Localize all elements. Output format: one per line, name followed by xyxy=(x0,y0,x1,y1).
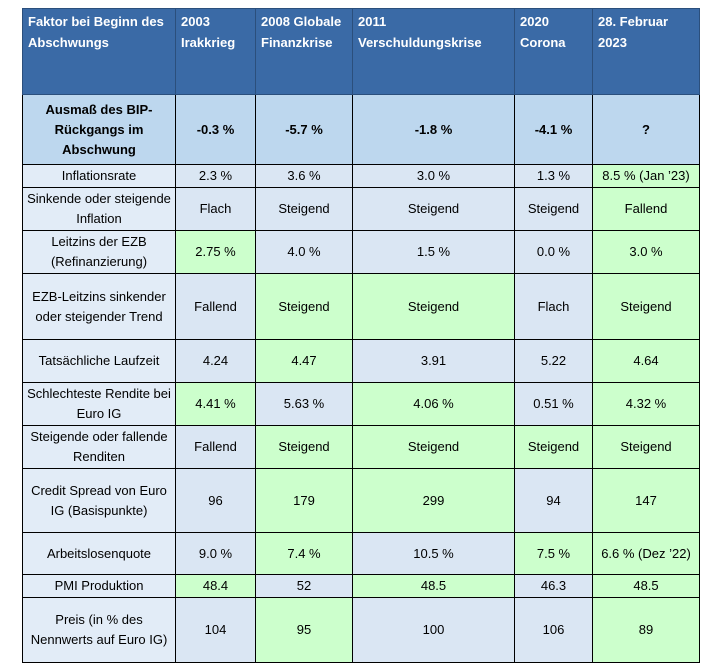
table-cell: Steigend xyxy=(352,187,515,231)
table-cell: 100 xyxy=(352,597,515,663)
bip-value: -5.7 % xyxy=(255,94,353,165)
table-cell: 3.6 % xyxy=(255,164,353,188)
header-period: 28. Februar 2023 xyxy=(592,8,700,95)
table-cell: 52 xyxy=(255,574,353,598)
header-period: 2003 Irakkrieg xyxy=(175,8,256,95)
header-period: 2020 Corona xyxy=(514,8,593,95)
table-cell: Fallend xyxy=(175,273,256,340)
table-row: Inflationsrate 2.3 % 3.6 % 3.0 % 1.3 % 8.5 % … xyxy=(22,164,700,188)
row-label: Sinkende oder steigende Inflation xyxy=(22,187,176,231)
row-label: EZB-Leitzins sinkender oder steigender T… xyxy=(22,273,176,340)
table-cell: Steigend xyxy=(255,187,353,231)
table-cell: Steigend xyxy=(352,273,515,340)
table-cell: 3.0 % xyxy=(592,230,700,274)
table-row: Schlechteste Rendite bei Euro IG 4.41 % 5.… xyxy=(22,382,700,426)
row-label: Arbeitslosenquote xyxy=(22,532,176,575)
table-cell: 48.5 xyxy=(352,574,515,598)
table-cell: Flach xyxy=(514,273,593,340)
table-cell: 96 xyxy=(175,468,256,533)
row-label: Credit Spread von Euro IG (Basispunkte) xyxy=(22,468,176,533)
table-cell: 104 xyxy=(175,597,256,663)
table-row: Steigende oder fallende Renditen Fallend S… xyxy=(22,425,700,469)
bip-label: Ausmaß des BIP-Rückgangs im Abschwung xyxy=(22,94,176,165)
table-cell: 5.22 xyxy=(514,339,593,383)
header-period: 2011 Verschuldungskrise xyxy=(352,8,515,95)
table-cell: Steigend xyxy=(352,425,515,469)
table-cell: 10.5 % xyxy=(352,532,515,575)
table-cell: 9.0 % xyxy=(175,532,256,575)
table-cell: 4.06 % xyxy=(352,382,515,426)
bip-value: ? xyxy=(592,94,700,165)
table-cell: 2.3 % xyxy=(175,164,256,188)
row-label: PMI Produktion xyxy=(22,574,176,598)
table-cell: 2.75 % xyxy=(175,230,256,274)
bip-value: -1.8 % xyxy=(352,94,515,165)
table-cell: Steigend xyxy=(514,425,593,469)
header-factor: Faktor bei Beginn des Abschwungs xyxy=(22,8,176,95)
row-label: Inflationsrate xyxy=(22,164,176,188)
row-label: Leitzins der EZB (Refinanzierung) xyxy=(22,230,176,274)
table-row: Tatsächliche Laufzeit 4.24 4.47 3.91 5.22 4.6… xyxy=(22,339,700,383)
row-label: Tatsächliche Laufzeit xyxy=(22,339,176,383)
table-cell: 0.51 % xyxy=(514,382,593,426)
table-cell: 95 xyxy=(255,597,353,663)
header-row: Faktor bei Beginn des Abschwungs 2003 Ir… xyxy=(22,8,700,95)
table-cell: 8.5 % (Jan ’23) xyxy=(592,164,700,188)
table-cell: 5.63 % xyxy=(255,382,353,426)
table-cell: 1.3 % xyxy=(514,164,593,188)
table-cell: 4.32 % xyxy=(592,382,700,426)
table-row: Arbeitslosenquote 9.0 % 7.4 % 10.5 % 7.5 % 6.… xyxy=(22,532,700,575)
table-cell: 4.47 xyxy=(255,339,353,383)
table-cell: Fallend xyxy=(175,425,256,469)
table-row: Leitzins der EZB (Refinanzierung) 2.75 % 4… xyxy=(22,230,700,274)
table-row: Preis (in % des Nennwerts auf Euro IG) 10… xyxy=(22,597,700,663)
table-cell: 0.0 % xyxy=(514,230,593,274)
table-cell: 4.24 xyxy=(175,339,256,383)
table-cell: 3.91 xyxy=(352,339,515,383)
table-cell: 46.3 xyxy=(514,574,593,598)
table-cell: 299 xyxy=(352,468,515,533)
table-cell: 94 xyxy=(514,468,593,533)
header-period: 2008 Globale Finanzkrise xyxy=(255,8,353,95)
table-cell: Steigend xyxy=(514,187,593,231)
table-cell: 7.4 % xyxy=(255,532,353,575)
table-cell: Steigend xyxy=(255,425,353,469)
table-cell: 106 xyxy=(514,597,593,663)
table-row: Sinkende oder steigende Inflation Flach St… xyxy=(22,187,700,231)
table-cell: 6.6 % (Dez ’22) xyxy=(592,532,700,575)
bip-value: -4.1 % xyxy=(514,94,593,165)
table-cell: 1.5 % xyxy=(352,230,515,274)
table-cell: 48.4 xyxy=(175,574,256,598)
bip-value: -0.3 % xyxy=(175,94,256,165)
table-cell: 179 xyxy=(255,468,353,533)
table-cell: Flach xyxy=(175,187,256,231)
table-cell: Fallend xyxy=(592,187,700,231)
table-row: PMI Produktion 48.4 52 48.5 46.3 48.5 xyxy=(22,574,700,598)
table-cell: 4.64 xyxy=(592,339,700,383)
table-cell: Steigend xyxy=(255,273,353,340)
table-cell: 89 xyxy=(592,597,700,663)
row-label: Steigende oder fallende Renditen xyxy=(22,425,176,469)
table-cell: Steigend xyxy=(592,273,700,340)
data-rows: Inflationsrate 2.3 % 3.6 % 3.0 % 1.3 % 8.5 % … xyxy=(22,164,700,663)
table-cell: 4.41 % xyxy=(175,382,256,426)
table-cell: 7.5 % xyxy=(514,532,593,575)
table-cell: 4.0 % xyxy=(255,230,353,274)
bip-row: Ausmaß des BIP-Rückgangs im Abschwung -0… xyxy=(22,94,700,165)
table-row: EZB-Leitzins sinkender oder steigender T… xyxy=(22,273,700,340)
row-label: Schlechteste Rendite bei Euro IG xyxy=(22,382,176,426)
table-cell: 48.5 xyxy=(592,574,700,598)
table-cell: 147 xyxy=(592,468,700,533)
row-label: Preis (in % des Nennwerts auf Euro IG) xyxy=(22,597,176,663)
table-row: Credit Spread von Euro IG (Basispunkte) 9… xyxy=(22,468,700,533)
table-cell: Steigend xyxy=(592,425,700,469)
comparison-table: Faktor bei Beginn des Abschwungs 2003 Ir… xyxy=(22,8,700,663)
table-cell: 3.0 % xyxy=(352,164,515,188)
